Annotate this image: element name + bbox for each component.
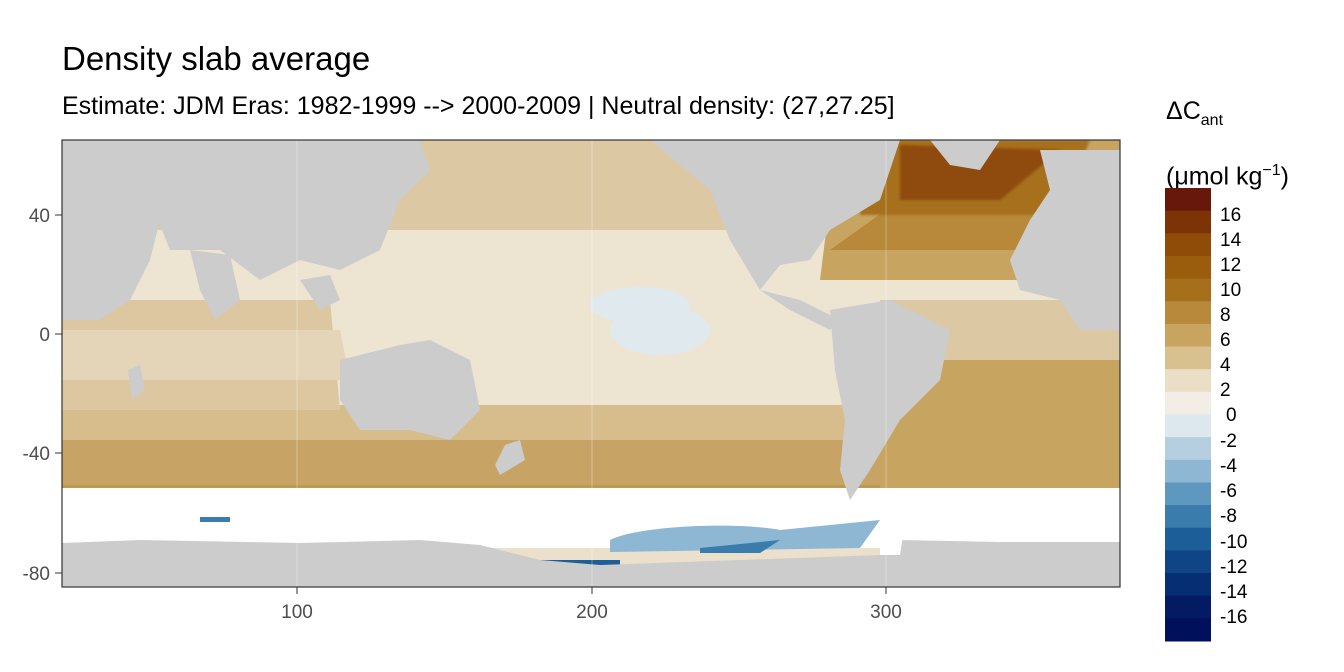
legend-label: 16 [1220,205,1241,226]
colorbar-step [1165,550,1211,574]
legend-label: 14 [1220,230,1242,251]
x-tick-label: 300 [870,602,902,623]
legend-label: -10 [1220,532,1247,553]
colorbar-step [1165,414,1211,438]
panel-border [61,139,1121,588]
south-atlantic [880,360,1120,490]
plot-subtitle: Estimate: JDM Eras: 1982-1999 --> 2000-2… [62,92,895,120]
europe-africa-west-land [1010,150,1120,330]
legend-label: 2 [1220,380,1231,401]
legend-title: ΔCant (μmol kg−1) [1166,86,1316,201]
x-tick-label: 100 [281,602,313,623]
antarctica [62,540,1120,587]
se-asia-islands [300,275,340,310]
colorbar-step [1165,233,1211,257]
colorbar-step [1165,255,1211,280]
north-america-land [650,140,900,290]
legend-label: -14 [1220,582,1248,603]
colorbar-step [1165,527,1211,551]
legend-label: 12 [1220,255,1241,276]
axis-tick-marks [55,214,887,594]
south-america-land [830,300,950,500]
africa-east-land [62,140,170,320]
colorbar-step [1165,210,1211,234]
legend-label: 0 [1226,405,1237,426]
colorbar-step [1165,437,1211,461]
legend-label: 6 [1220,330,1231,351]
legend-label: -12 [1220,557,1247,578]
colorbar-step [1165,369,1211,393]
greenland-land [930,140,1000,170]
india-land [190,250,240,320]
y-tick-label: -40 [23,444,50,465]
colorbar-step [1165,482,1211,506]
ross-sea-deep-patch [700,540,780,553]
colorbar-step [1165,618,1211,642]
legend-label: -6 [1220,481,1237,502]
colorbar-step [1165,346,1211,370]
australia-land [340,340,480,440]
legend-label: 8 [1220,305,1231,326]
central-america-land [760,290,840,330]
indian-ocean-inner [62,330,350,380]
y-tick-label: 0 [39,325,50,346]
colorbar-step [1165,188,1211,212]
colorbar-step [1165,459,1211,483]
colorbar-step [1165,301,1211,325]
continents [62,140,1120,500]
legend-title-variable: ΔCant [1166,97,1224,129]
legend-labels: 16 14 12 10 8 6 4 2 0 -2 -4 -6 -8 -10 -1… [1220,205,1248,628]
asia-land [140,140,430,280]
legend-label: 10 [1220,280,1241,301]
legend-label: -2 [1220,431,1237,452]
major-gridlines [296,140,887,587]
y-tick-label: 40 [29,206,50,227]
legend-label: -8 [1220,506,1237,527]
colorbar-step [1165,595,1211,619]
colorbar-step [1165,505,1211,529]
colorbar-step [1165,278,1211,302]
colorbar-step [1165,391,1211,415]
legend-colorbar [1165,188,1211,642]
legend-label: 4 [1220,355,1231,376]
east-antarctic-patch [200,517,230,522]
y-tick-label: -80 [23,564,50,585]
colorbar-step [1165,323,1211,348]
x-tick-label: 200 [576,602,608,623]
plot-title: Density slab average [62,40,371,77]
legend-title-unit: (μmol kg−1) [1166,162,1289,191]
new-zealand-land [495,440,525,475]
legend-label: -4 [1220,456,1237,477]
east-pacific-low-patch-2 [590,287,690,323]
madagascar-land [128,365,145,400]
southern-ocean-no-data [62,488,1120,548]
ross-sea-patch [610,520,880,552]
colorbar-step [1165,573,1211,597]
legend-label: -16 [1220,607,1247,628]
labrador-sea [900,145,1060,200]
